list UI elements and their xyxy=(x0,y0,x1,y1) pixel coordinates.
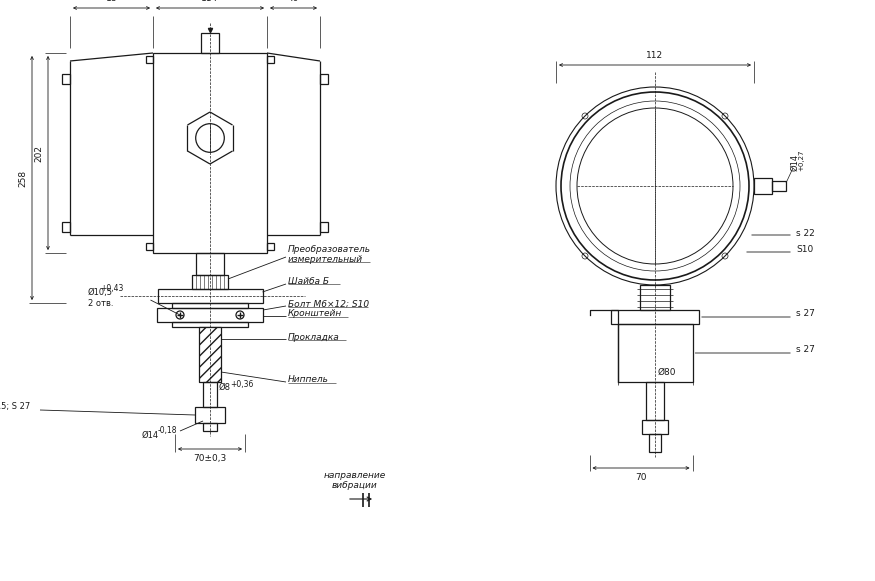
Bar xyxy=(320,222,328,232)
Bar xyxy=(267,243,274,250)
Bar xyxy=(199,327,221,382)
Bar xyxy=(146,56,153,63)
Text: +0,36: +0,36 xyxy=(230,379,254,389)
Bar xyxy=(640,285,670,310)
Bar xyxy=(157,308,263,322)
Bar xyxy=(199,327,221,382)
Text: измерительный: измерительный xyxy=(288,254,363,264)
Text: 112: 112 xyxy=(647,51,663,60)
Text: Гайка М20×1,5; S 27: Гайка М20×1,5; S 27 xyxy=(0,403,31,411)
Text: 258: 258 xyxy=(18,170,27,187)
Text: 70: 70 xyxy=(635,473,647,482)
Bar xyxy=(62,222,70,232)
Bar xyxy=(203,423,217,431)
Bar xyxy=(196,253,224,275)
Text: 202: 202 xyxy=(34,145,43,162)
Bar xyxy=(642,420,668,434)
Text: Ø10,5: Ø10,5 xyxy=(88,289,113,297)
Text: 2 отв.: 2 отв. xyxy=(88,299,113,307)
Bar xyxy=(754,178,772,194)
Text: 40: 40 xyxy=(288,0,299,3)
Text: направление: направление xyxy=(324,471,386,479)
Text: -0,18: -0,18 xyxy=(158,426,178,436)
Text: Шайба Б: Шайба Б xyxy=(288,277,329,285)
Text: +0,43: +0,43 xyxy=(101,284,124,292)
Bar xyxy=(146,243,153,250)
Text: 70±0,3: 70±0,3 xyxy=(193,454,227,463)
Text: 18: 18 xyxy=(106,0,117,3)
Bar xyxy=(320,74,328,84)
Bar xyxy=(195,407,225,423)
Bar xyxy=(158,289,262,303)
Text: Кронштейн: Кронштейн xyxy=(288,310,342,318)
Text: Прокладка: Прокладка xyxy=(288,332,340,342)
Bar xyxy=(646,382,664,420)
Text: Преобразователь: Преобразователь xyxy=(288,245,371,253)
Text: 114: 114 xyxy=(201,0,219,3)
Text: Болт М6×12; S10: Болт М6×12; S10 xyxy=(288,299,369,309)
Text: Ø8: Ø8 xyxy=(219,382,231,392)
Text: s 22: s 22 xyxy=(796,228,815,238)
Bar xyxy=(192,275,228,289)
Text: s 27: s 27 xyxy=(796,346,815,354)
Text: Ø14: Ø14 xyxy=(142,431,159,439)
Text: вибрации: вибрации xyxy=(332,480,378,490)
Bar xyxy=(649,434,661,452)
Text: s 27: s 27 xyxy=(796,310,815,318)
Text: +0,27: +0,27 xyxy=(798,149,804,171)
Bar xyxy=(772,181,786,191)
Text: Ниппель: Ниппель xyxy=(288,375,329,385)
Text: S10: S10 xyxy=(796,246,813,254)
Text: Ø14: Ø14 xyxy=(790,153,800,171)
Bar xyxy=(267,56,274,63)
Bar xyxy=(611,310,699,324)
Bar xyxy=(172,322,248,327)
Bar xyxy=(618,324,692,382)
Text: Ø80: Ø80 xyxy=(658,368,676,376)
Bar xyxy=(201,33,219,53)
Bar xyxy=(172,303,248,308)
Bar xyxy=(153,53,267,253)
Bar xyxy=(203,382,217,407)
Bar xyxy=(62,74,70,84)
